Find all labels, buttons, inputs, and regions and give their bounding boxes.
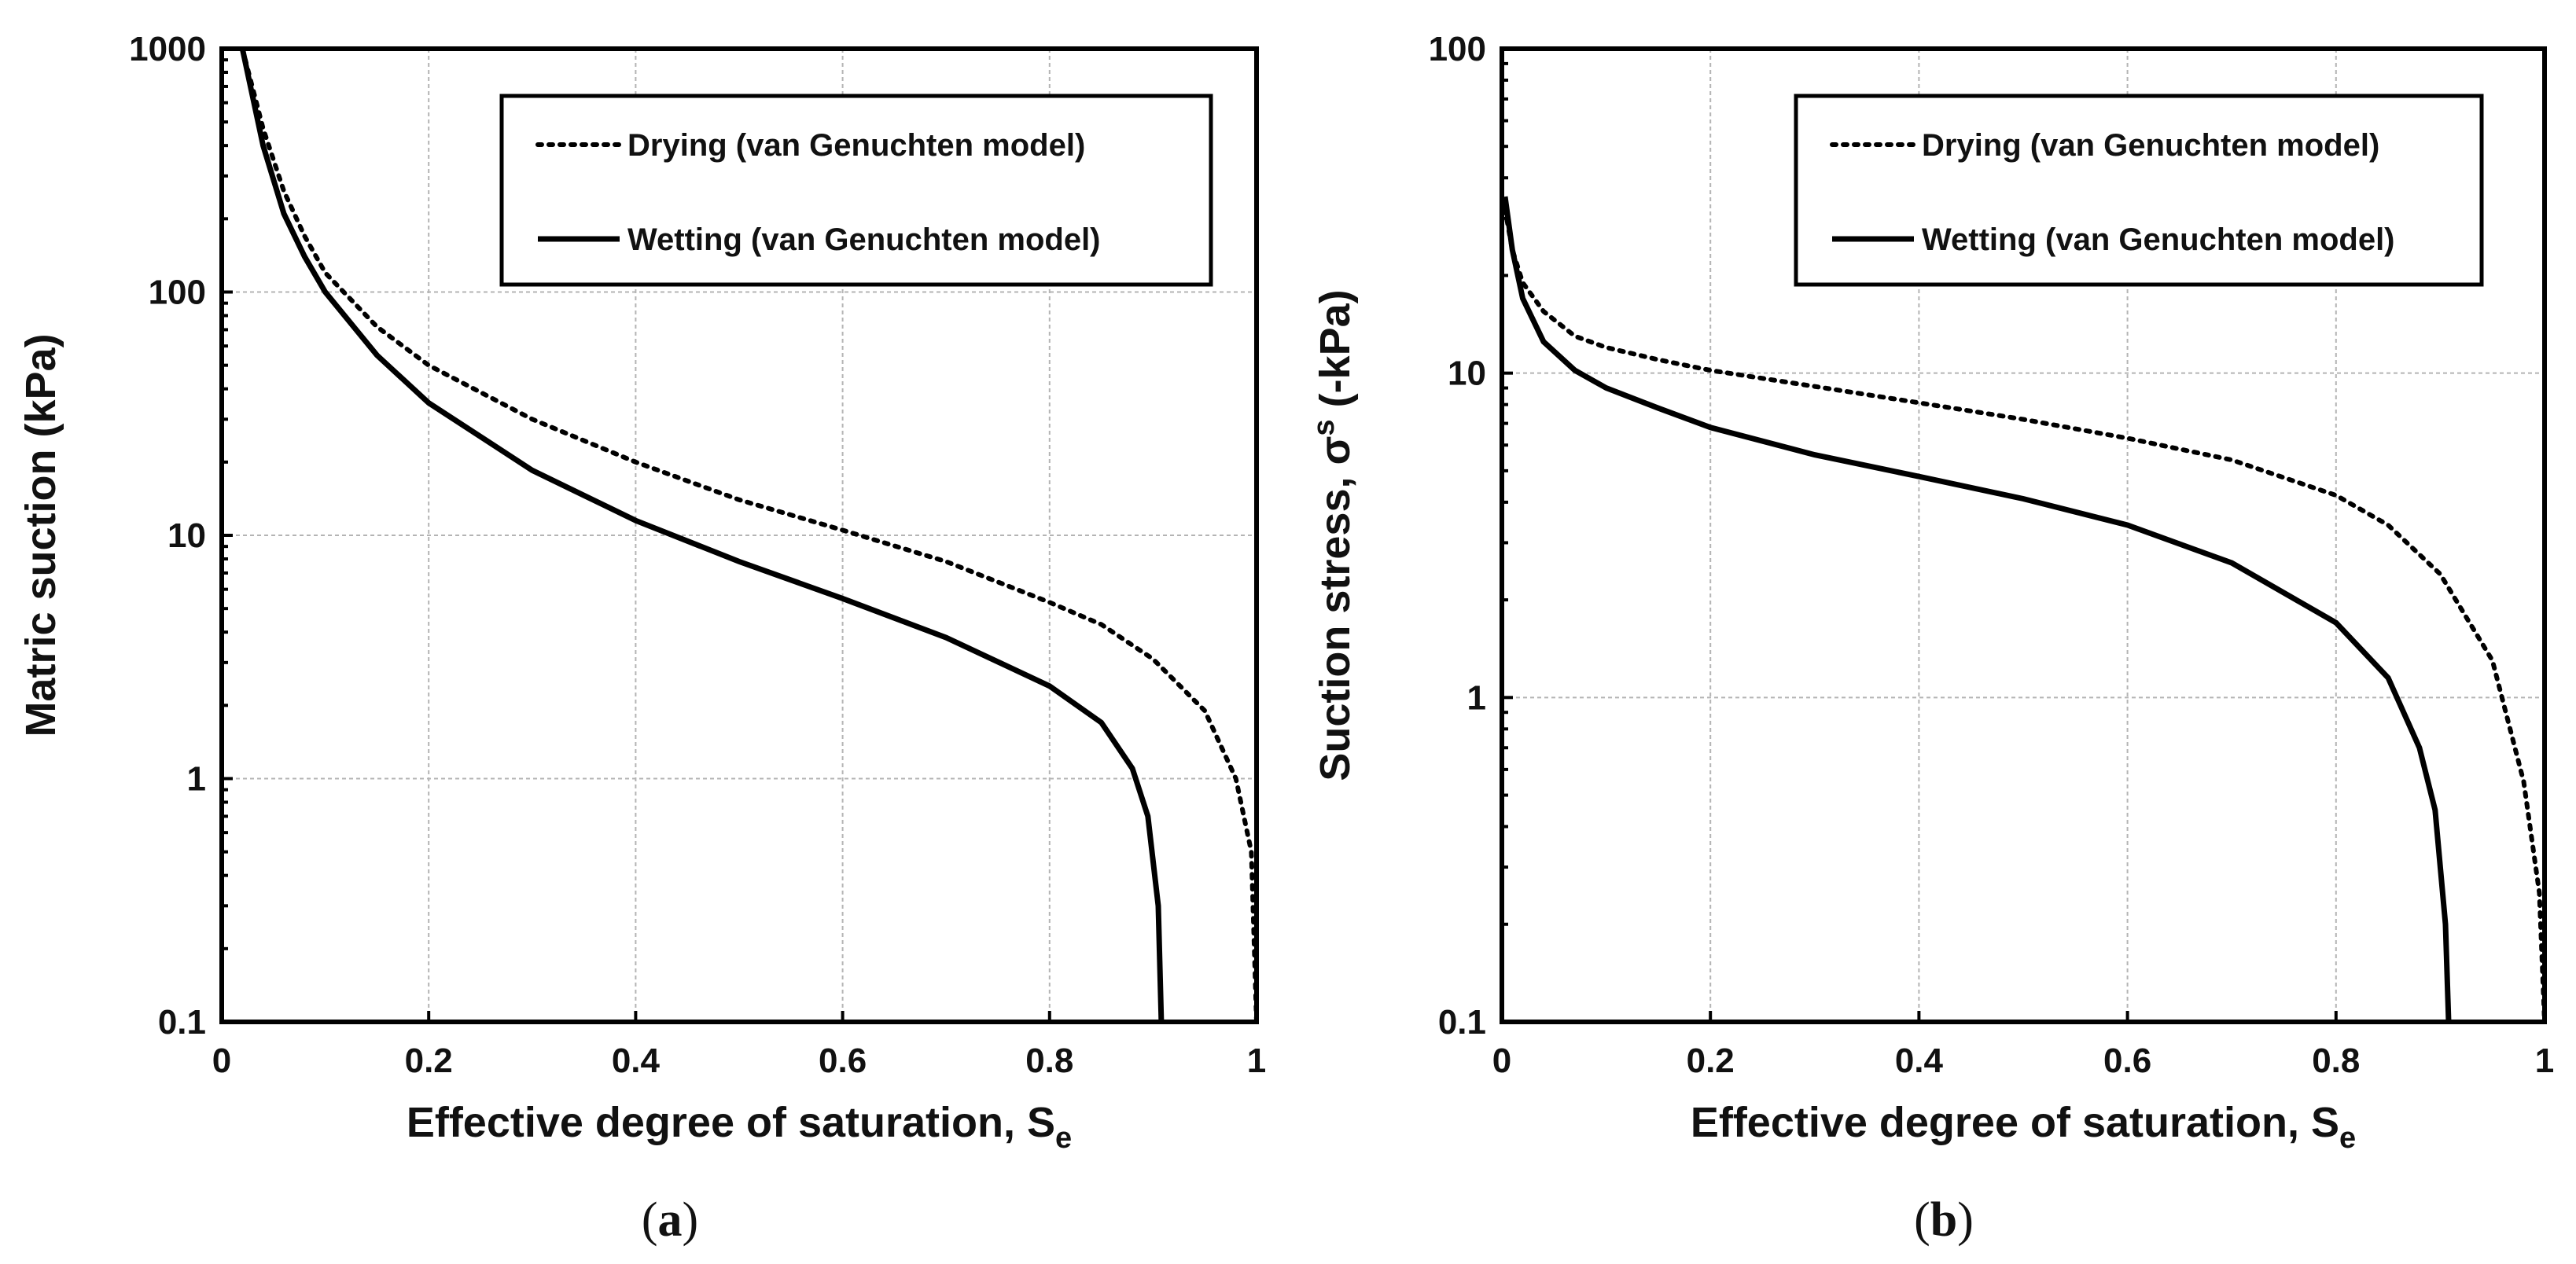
y-tick-label: 100 (149, 274, 206, 312)
y-tick-label: 0.1 (1438, 1003, 1486, 1042)
x-tick-label: 0 (1492, 1042, 1511, 1080)
legend: Drying (van Genuchten model) Wetting (van… (499, 94, 1213, 287)
x-tick-label: 1 (2535, 1042, 2554, 1080)
y-tick-label: 100 (1429, 30, 1486, 68)
panel-a-chart: 0 0.2 0.4 0.6 0.8 1 0.1 1 10 100 1000 Effective deg… (17, 30, 1266, 1247)
drying-curve (240, 46, 1259, 1024)
y-tick-label: 0.1 (158, 1003, 206, 1042)
panel-b-chart: 0 0.2 0.4 0.6 0.8 1 0.1 1 10 100 Effective degree … (1308, 30, 2554, 1247)
x-tick-label: 0.4 (1895, 1042, 1944, 1080)
panel-label: (a) (642, 1193, 698, 1247)
drying-curve (1503, 207, 2547, 1024)
y-tick-label: 10 (1448, 355, 1486, 393)
x-tick-label: 0.2 (1687, 1042, 1735, 1080)
panel-label: (b) (1914, 1193, 1974, 1247)
y-axis-label: Matric suction (kPa) (17, 333, 64, 737)
x-axis-label: Effective degree of saturation, Se (407, 1099, 1072, 1155)
legend-box (1794, 94, 2484, 287)
legend-label: Drying (van Genuchten model) (1922, 128, 2379, 163)
x-tick-label: 0.2 (405, 1042, 453, 1080)
wetting-curve (1502, 196, 2452, 1023)
y-tick-label: 1000 (129, 30, 206, 68)
legend-box (499, 94, 1213, 287)
legend-label: Wetting (van Genuchten model) (627, 222, 1101, 257)
x-tick-label: 0.8 (1025, 1042, 1073, 1080)
x-tick-label: 0.6 (819, 1042, 867, 1080)
y-tick-label: 1 (187, 760, 206, 799)
legend-label: Drying (van Genuchten model) (627, 128, 1085, 163)
x-tick-label: 0.8 (2312, 1042, 2360, 1080)
x-axis-label: Effective degree of saturation, Se (1691, 1099, 2356, 1155)
y-axis-label: Suction stress, σs (-kPa) (1308, 289, 1359, 781)
plot-frame (1500, 46, 2547, 1024)
x-tick-label: 0.6 (2103, 1042, 2151, 1080)
x-tick-label: 1 (1247, 1042, 1266, 1080)
y-tick-label: 1 (1467, 678, 1486, 717)
x-tick-label: 0 (212, 1042, 231, 1080)
x-tick-label: 0.4 (612, 1042, 661, 1080)
wetting-curve (239, 48, 1165, 1023)
legend: Drying (van Genuchten model) Wetting (van… (1794, 94, 2484, 287)
legend-label: Wetting (van Genuchten model) (1922, 222, 2395, 257)
y-tick-label: 10 (167, 516, 206, 555)
